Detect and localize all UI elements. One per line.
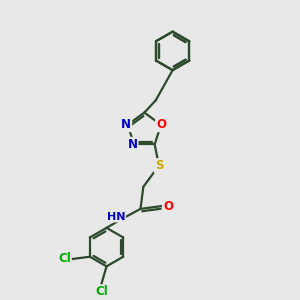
Text: Cl: Cl: [95, 285, 108, 298]
Text: O: O: [156, 118, 166, 131]
Text: Cl: Cl: [58, 253, 71, 266]
Text: N: N: [121, 118, 131, 131]
Text: O: O: [163, 200, 173, 213]
Text: S: S: [155, 159, 163, 172]
Text: N: N: [128, 138, 138, 151]
Text: HN: HN: [106, 212, 125, 221]
